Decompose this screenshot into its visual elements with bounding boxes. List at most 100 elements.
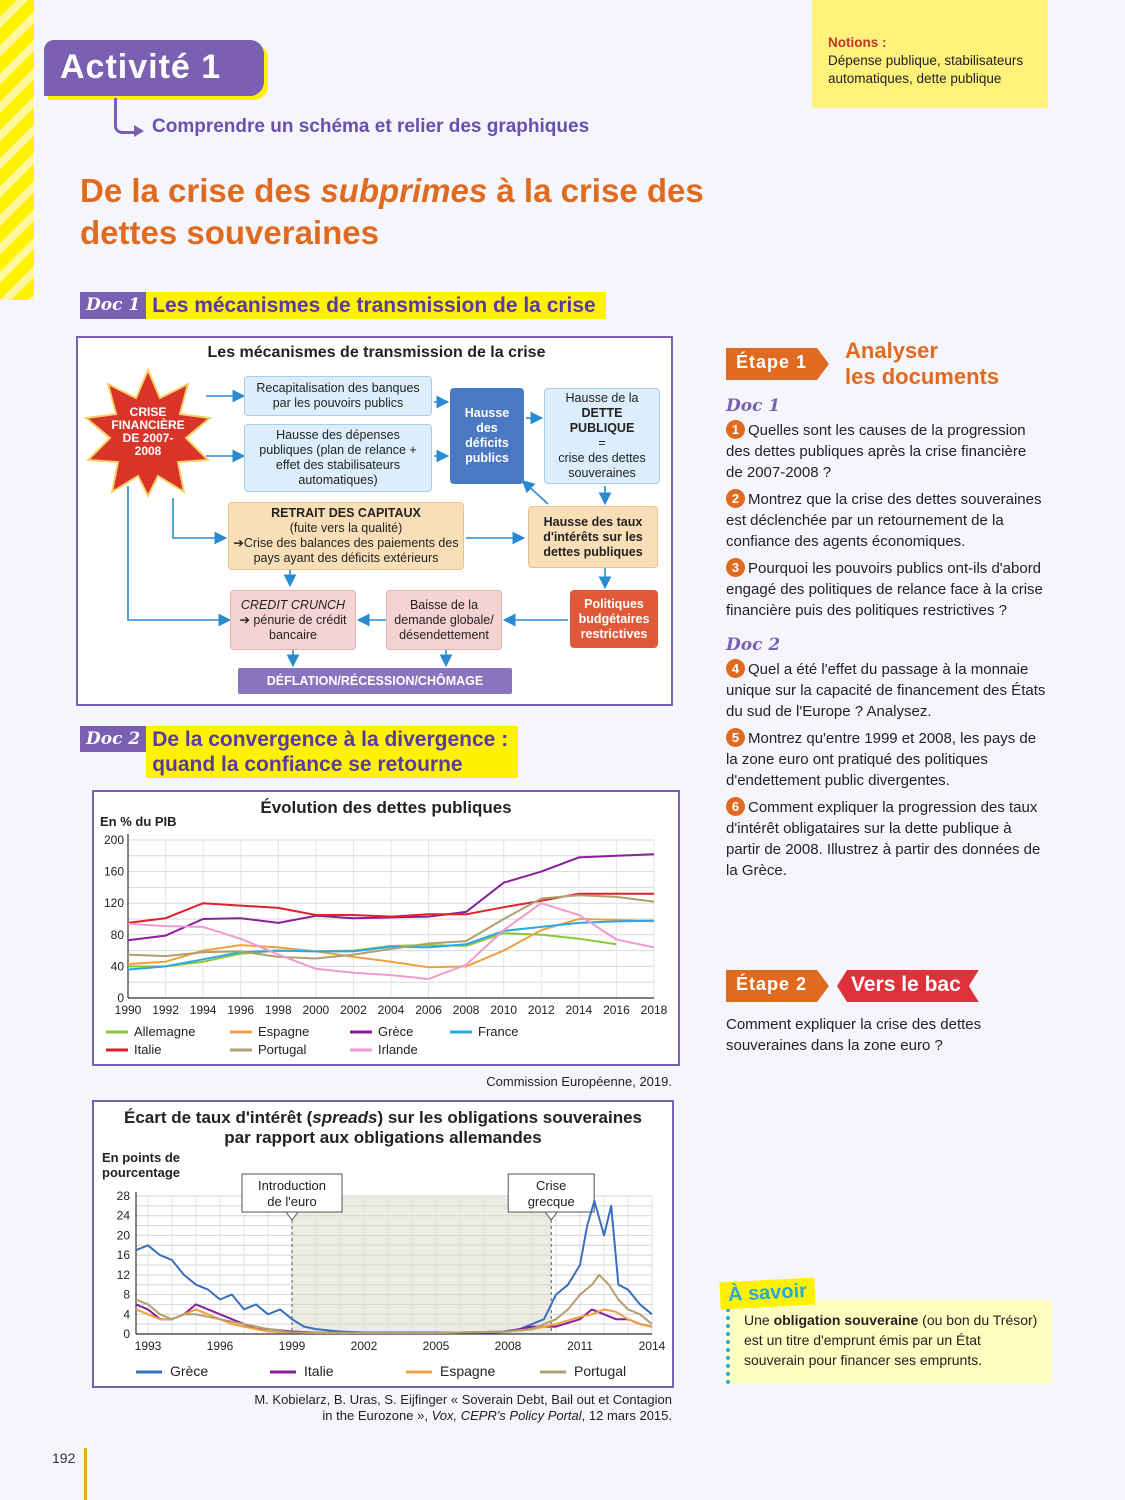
question-1: 1 Quelles sont les causes de la progressi… (726, 420, 1046, 483)
annotation-label: de l'euro (267, 1194, 316, 1209)
x-tick-label: 1996 (227, 1003, 254, 1017)
spread-title-part2: ) sur les obligations souveraines (377, 1108, 642, 1127)
legend-label: Italie (304, 1363, 334, 1379)
x-tick-label: 2014 (566, 1003, 593, 1017)
asavoir-text-pre: Une (744, 1312, 774, 1328)
legend-label: Espagne (440, 1363, 495, 1379)
deflation-box: DÉFLATION/RÉCESSION/CHÔMAGE (238, 668, 512, 694)
x-tick-label: 2004 (378, 1003, 405, 1017)
crisis-star-icon (84, 368, 212, 498)
x-tick-label: 1996 (207, 1339, 234, 1353)
taux-box: Hausse des taux d'intérêts sur les dette… (528, 506, 658, 568)
question-6: 6 Comment expliquer la progression des ta… (726, 797, 1046, 881)
x-tick-label: 2000 (303, 1003, 330, 1017)
activity-tag: Activité 1 (44, 40, 264, 96)
spread-source-prefix: in the Eurozone », (322, 1408, 432, 1423)
doc2-badge: Doc 2 (80, 726, 147, 752)
series-line-irlande (127, 902, 655, 980)
credit-crunch-box: CREDIT CRUNCH ➔ pénurie de crédit bancai… (230, 590, 356, 650)
legend-label: Portugal (258, 1042, 307, 1057)
depenses-box: Hausse des dépenses publiques (plan de r… (244, 424, 432, 492)
asavoir-tag: À savoir (719, 1277, 816, 1310)
question-2: 2 Montrez que la crise des dettes souvera… (726, 489, 1046, 552)
notions-text: Dépense publique, stabilisateurs automat… (828, 53, 1024, 86)
crisis-label: CRISE FINANCIÈRE DE 2007-2008 (111, 405, 185, 458)
annotation-box (507, 1173, 595, 1213)
question-3: 3 Pourquoi les pouvoirs publics ont-ils d… (726, 558, 1046, 621)
spread-title-part1: Écart de taux d'intérêt ( (124, 1108, 313, 1127)
x-tick-label: 2012 (528, 1003, 555, 1017)
x-tick-label: 2014 (639, 1339, 666, 1353)
question-4: 4 Quel a été l'effet du passage à la monn… (726, 659, 1046, 722)
title-part2: à la crise des dettes souveraines (80, 172, 704, 251)
etape2-arrow-icon (817, 970, 830, 1002)
doc1-heading: Doc 1 Les mécanismes de transmission de … (80, 292, 606, 319)
baisse-box: Baisse de la demande globale/ désendette… (386, 590, 502, 650)
doc2-heading: Doc 2 De la convergence à la divergence … (80, 726, 519, 778)
x-tick-label: 2008 (495, 1339, 522, 1353)
question-number: 6 (726, 797, 745, 816)
retrait-line1: (fuite vers la qualité) (289, 521, 403, 535)
spread-chart-title: Écart de taux d'intérêt (spreads) sur le… (94, 1108, 672, 1148)
spread-title-italic: spreads (312, 1108, 378, 1127)
annotation-label: Crise (536, 1178, 566, 1193)
debt-chart: 0 40 80 120 160 200 1990 1992 1994 1996 1998 2000 20… (104, 833, 668, 1057)
x-tick-label: 2005 (423, 1339, 450, 1353)
question-text: Pourquoi les pouvoirs publics ont-ils d'… (726, 560, 1043, 619)
debt-chart-frame: Évolution des dettes publiques En % du P… (92, 790, 680, 1066)
etape1-title-line1: Analyser (845, 338, 938, 363)
spread-ylabel-line1: En points de (102, 1150, 180, 1165)
question-number: 4 (726, 659, 745, 678)
question-text: Quel a été l'effet du passage à la monna… (726, 661, 1046, 720)
debt-chart-source: Commission Européenne, 2019. (486, 1074, 672, 1089)
x-tick-label: 2002 (351, 1339, 378, 1353)
recap-box: Recapitalisation des banques par les pou… (244, 376, 432, 416)
x-tick-label: 1999 (279, 1339, 306, 1353)
arrow-right-icon (134, 125, 144, 137)
spread-chart-frame: Écart de taux d'intérêt (spreads) sur le… (92, 1100, 674, 1388)
question-text: Montrez que la crise des dettes souverai… (726, 491, 1042, 550)
etape2-tag: Étape 2 (726, 970, 818, 1002)
questions-doc2-label: Doc 2 (726, 635, 781, 655)
transmission-diagram: Les mécanismes de transmission de la cri… (76, 336, 673, 706)
retrait-box: RETRAIT DES CAPITAUX (fuite vers la qual… (228, 502, 464, 570)
annotation-label: grecque (528, 1194, 575, 1209)
x-tick-label: 1990 (115, 1003, 142, 1017)
hook-arrow-icon (114, 98, 136, 134)
spread-title-line2: par rapport aux obligations allemandes (224, 1128, 542, 1147)
y-tick-label: 4 (123, 1307, 130, 1321)
doc2-title: De la convergence à la divergence : quan… (146, 726, 519, 778)
politiques-box: Politiques budgétaires restrictives (570, 590, 658, 648)
vers-le-bac-tag: Vers le bac (837, 970, 979, 1002)
question-number: 5 (726, 728, 745, 747)
annotation-label: Introduction (258, 1178, 326, 1193)
spread-ylabel-line2: pourcentage (102, 1165, 181, 1180)
activity-subtitle: Comprendre un schéma et relier des graph… (152, 116, 590, 137)
x-tick-label: 2002 (340, 1003, 367, 1017)
credit-line2: ➔ pénurie de crédit bancaire (239, 612, 347, 642)
doc2-title-line2: quand la confiance se retourne (152, 753, 463, 776)
y-tick-label: 120 (104, 896, 124, 910)
etape2-heading: Étape 2 Vers le bac (726, 970, 979, 1002)
series-line-espagne (127, 918, 655, 969)
x-tick-label: 1993 (135, 1339, 162, 1353)
spread-chart: 0 4 8 12 16 20 24 28 1993 1996 1999 2002 2005 2008 201… (117, 1173, 666, 1379)
legend-label: Grèce (378, 1024, 413, 1039)
y-tick-label: 20 (117, 1228, 131, 1242)
diagram-title: Les mécanismes de transmission de la cri… (207, 344, 546, 361)
questions-doc1-label: Doc 1 (726, 396, 781, 416)
doc1-title: Les mécanismes de transmission de la cri… (146, 292, 606, 319)
page-title: De la crise des subprimes à la crise des… (80, 170, 720, 254)
title-part1: De la crise des (80, 172, 321, 209)
etape1-arrow-icon (817, 348, 830, 380)
series-line-portugal (127, 894, 655, 960)
etape1-title-line2: les documents (845, 364, 1000, 389)
y-tick-label: 0 (117, 991, 124, 1005)
dette-line3: = (598, 436, 606, 450)
x-tick-label: 1992 (152, 1003, 179, 1017)
question-text: Montrez qu'entre 1999 et 2008, les pays … (726, 730, 1037, 789)
dette-box: Hausse de la DETTE PUBLIQUE = crise des … (544, 388, 660, 484)
legend-label: France (478, 1024, 518, 1039)
y-tick-label: 12 (117, 1268, 131, 1282)
spread-source-line1: M. Kobielarz, B. Uras, S. Eijfinger « So… (254, 1392, 672, 1407)
